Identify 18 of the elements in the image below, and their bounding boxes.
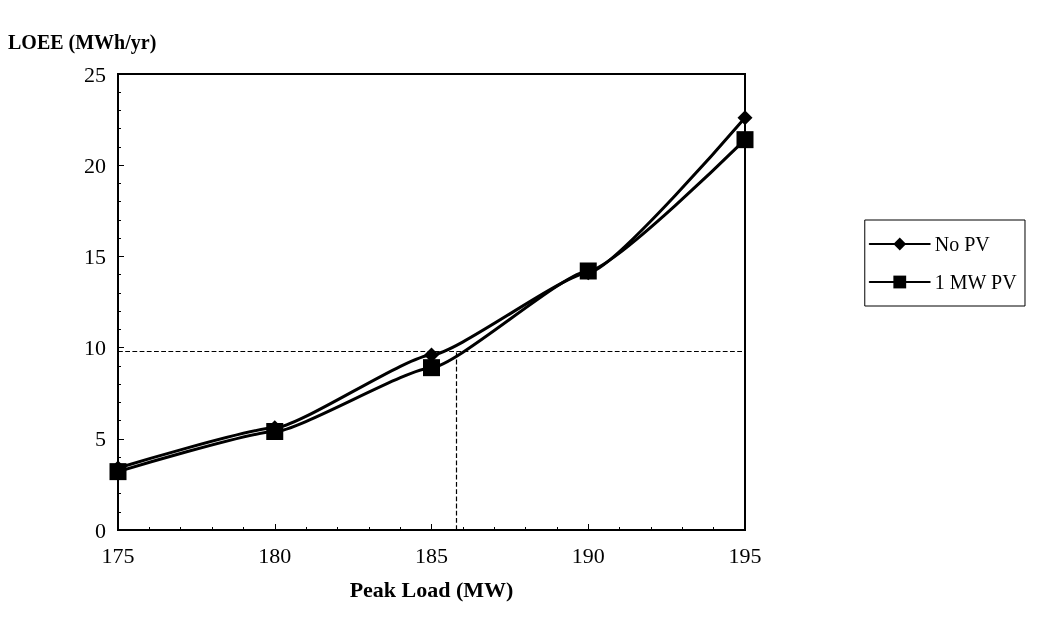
point — [736, 131, 754, 149]
y-axis-title: LOEE (MWh/yr) — [8, 31, 157, 54]
y-tick-label: 5 — [95, 426, 106, 452]
y-tick-label: 25 — [84, 61, 106, 87]
x-tick-label: 185 — [415, 542, 448, 568]
x-tick-label: 195 — [728, 542, 762, 568]
x-tick-label: 180 — [258, 542, 292, 568]
y-tick-label: 0 — [95, 517, 106, 543]
point — [737, 110, 753, 126]
x-tick-label: 175 — [101, 542, 135, 568]
y-tick-label: 10 — [84, 335, 106, 361]
x-tick-label: 190 — [571, 542, 605, 568]
y-tick-label: 20 — [84, 152, 106, 178]
point — [423, 359, 440, 377]
y-tick-label: 15 — [84, 243, 106, 269]
legend-label: No PV — [934, 233, 991, 255]
legend-label: 1 MW PV — [934, 271, 1018, 293]
x-axis-title: Peak Load (MW) — [349, 576, 514, 602]
